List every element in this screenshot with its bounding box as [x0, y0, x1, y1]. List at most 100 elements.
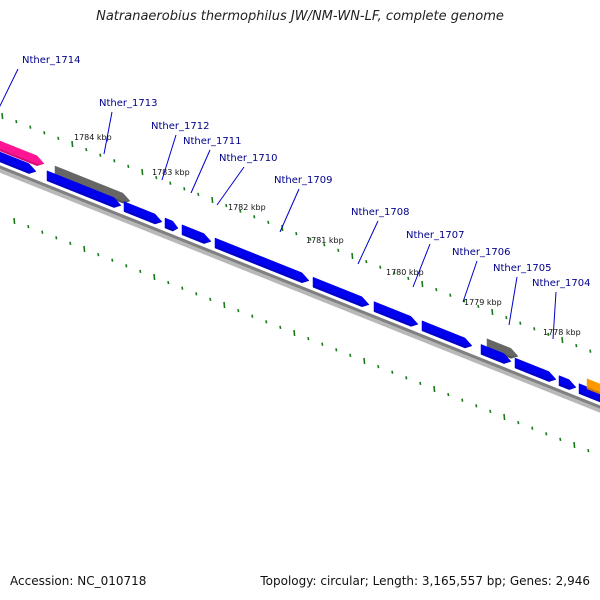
tick-mark — [15, 119, 18, 124]
tick-mark — [99, 153, 102, 157]
tick-mark — [421, 280, 424, 288]
cds-arrow — [514, 357, 557, 382]
gene-label-nther-1706: Nther_1706 — [452, 247, 510, 258]
gene-label-nther-1713: Nther_1713 — [99, 98, 157, 109]
tick-mark — [321, 342, 324, 346]
topology-summary: Topology: circular; Length: 3,165,557 bp… — [260, 574, 590, 588]
tick-mark — [407, 276, 410, 281]
gene-label-nther-1704: Nther_1704 — [532, 278, 590, 289]
cds-arrow — [214, 237, 310, 284]
tick-mark — [589, 349, 592, 353]
tick-mark — [127, 164, 130, 169]
tick-mark — [335, 348, 338, 352]
gene-labels: Nther_1714 Nther_1713 Nther_1712 Nther_1711… — [22, 55, 590, 289]
tick-mark — [307, 336, 310, 341]
tick-mark — [69, 241, 72, 246]
tick-mark — [433, 385, 436, 393]
leader-line — [190, 149, 211, 194]
tick-mark — [293, 329, 296, 337]
tick-mark — [265, 320, 268, 324]
tick-mark — [55, 236, 58, 240]
leader-line — [357, 220, 379, 265]
gene-label-nther-1705: Nther_1705 — [493, 263, 551, 274]
gene-label-nther-1707: Nther_1707 — [406, 230, 464, 241]
kbp-label: 1781 kbp — [306, 236, 344, 245]
kbp-label: 1782 kbp — [228, 203, 266, 212]
cds-arrow-shade — [559, 383, 576, 390]
tick-mark — [547, 332, 550, 337]
tick-mark — [503, 413, 506, 421]
tick-mark — [225, 203, 228, 208]
tick-marks — [1, 112, 592, 453]
leader-line — [279, 188, 300, 233]
cds-arrow — [181, 224, 212, 244]
gene-label-nther-1708: Nther_1708 — [351, 207, 409, 218]
tick-mark — [267, 220, 270, 225]
kbp-label: 1779 kbp — [464, 298, 502, 307]
cds-arrow-shade — [165, 226, 178, 232]
tick-mark — [391, 370, 394, 374]
kbp-label: 1780 kbp — [386, 268, 424, 277]
cds-arrow — [46, 170, 122, 208]
cds-arrow-shade — [422, 328, 472, 348]
tick-mark — [153, 273, 156, 281]
tick-mark — [449, 293, 452, 297]
kbp-label: 1784 kbp — [74, 133, 112, 142]
leader-line — [0, 68, 19, 108]
leader-line — [103, 111, 113, 155]
gene-label-nther-1712: Nther_1712 — [151, 121, 209, 132]
tick-mark — [183, 187, 186, 191]
gene-features — [0, 140, 600, 403]
tick-mark — [575, 343, 578, 348]
tick-mark — [323, 243, 326, 247]
tick-mark — [379, 265, 382, 269]
cds-arrow — [421, 320, 473, 349]
kbp-labels: 1784 kbp 1783 kbp 1782 kbp 1781 kbp 1780 kbp… — [74, 133, 581, 337]
kbp-label: 1783 kbp — [152, 168, 190, 177]
leader-line — [412, 243, 431, 288]
tick-mark — [195, 292, 198, 296]
kbp-label: 1778 kbp — [543, 328, 581, 337]
map-title: Natranaerobius thermophilus JW/NM-WN-LF,… — [96, 9, 504, 24]
tick-mark — [83, 245, 86, 253]
tick-mark — [211, 196, 214, 204]
backbone-shadow — [0, 167, 600, 413]
cds-arrow — [480, 344, 512, 364]
gene-label-nther-1709: Nther_1709 — [274, 175, 332, 186]
tick-mark — [43, 131, 46, 135]
tick-mark — [489, 409, 492, 414]
backbone-line — [0, 165, 600, 409]
tick-mark — [447, 392, 450, 397]
tick-mark — [435, 287, 438, 292]
tick-mark — [155, 175, 158, 180]
cds-arrow — [0, 151, 37, 174]
leader-line — [552, 291, 557, 340]
tick-mark — [531, 426, 534, 430]
leader-line — [462, 260, 478, 303]
tick-mark — [167, 280, 170, 285]
tick-mark — [209, 297, 212, 302]
tick-mark — [505, 315, 508, 320]
tick-mark — [377, 364, 380, 369]
tick-mark — [251, 314, 254, 318]
tick-mark — [111, 258, 114, 262]
tick-mark — [475, 404, 478, 408]
tick-mark — [349, 353, 352, 358]
tick-mark — [85, 147, 88, 152]
tick-mark — [573, 441, 576, 449]
tick-mark — [309, 237, 312, 241]
tick-mark — [71, 140, 74, 148]
gene-label-nther-1710: Nther_1710 — [219, 153, 277, 164]
label-leader-lines — [0, 68, 557, 340]
tick-mark — [365, 259, 368, 264]
tick-mark — [197, 192, 200, 197]
tick-mark — [41, 230, 44, 234]
cds-arrow-shade — [124, 209, 162, 224]
tick-mark — [279, 325, 282, 330]
tick-mark — [223, 301, 226, 309]
tick-mark — [141, 168, 144, 176]
tick-mark — [561, 336, 564, 344]
tick-mark — [545, 432, 548, 436]
cds-arrow-shade — [0, 160, 36, 174]
